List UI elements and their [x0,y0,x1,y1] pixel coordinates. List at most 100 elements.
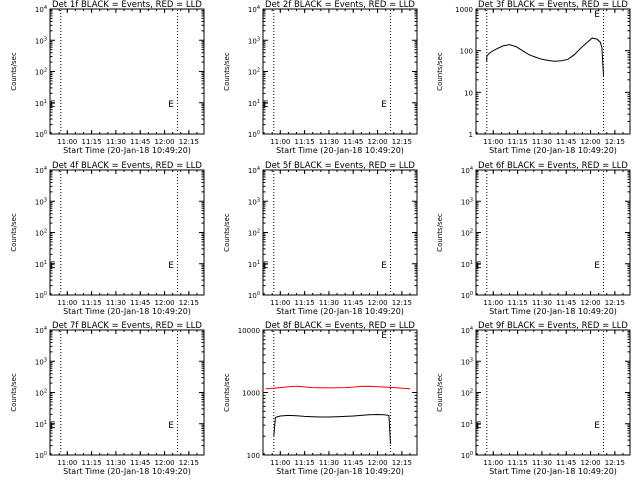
event-marker: E [594,261,600,271]
y-axis-label: Counts/sec [223,373,231,412]
x-axis-label: Start Time (20-Jan-18 10:49:20) [489,467,617,476]
y-tick-label: 102 [35,68,47,77]
event-marker: E [594,10,600,20]
x-tick-label: 11:00 [270,459,290,467]
event-marker: E [381,261,387,271]
x-tick-label: 12:15 [179,299,199,307]
y-axis-label: Counts/sec [10,213,18,252]
panel-title: Det 1f BLACK = Events, RED = LLD [52,0,202,10]
x-tick-label: 12:15 [392,299,412,307]
x-tick-label: 11:15 [82,459,102,467]
y-tick-label: 103 [248,197,260,206]
data-series-line [265,385,411,390]
x-tick-label: 11:45 [556,299,576,307]
x-tick-label: 11:00 [57,459,77,467]
detector-panel: Det 4f BLACK = Events, RED = LLD 100 101 10… [10,161,205,316]
y-tick-label: 100 [461,451,473,460]
y-tick-label: 100 [35,291,47,300]
event-marker: E [381,331,387,341]
x-tick-label: 11:45 [556,459,576,467]
y-axis-label: Counts/sec [436,52,444,91]
detector-panel: Det 1f BLACK = Events, RED = LLD 100 101 10… [10,0,205,155]
detector-panel: Det 8f BLACK = Events, RED = LLD 100 1000 1… [223,321,418,476]
x-axis-label: Start Time (20-Jan-18 10:49:20) [276,307,404,316]
y-tick-label: 104 [35,166,47,175]
y-axis-label: Counts/sec [436,373,444,412]
y-tick-label: 10000 [238,327,260,335]
y-tick-label: 101 [35,420,47,429]
x-tick-label: 12:00 [367,459,387,467]
x-axis-label: Start Time (20-Jan-18 10:49:20) [63,467,191,476]
event-marker: E [594,421,600,431]
x-tick-label: 11:00 [57,138,77,146]
y-axis-label: Counts/sec [10,52,18,91]
x-tick-label: 11:15 [508,138,528,146]
plot-frame [49,169,205,296]
x-tick-label: 12:00 [367,138,387,146]
x-tick-label: 12:00 [154,138,174,146]
y-tick-label: 1 [469,131,473,139]
x-axis-label: Start Time (20-Jan-18 10:49:20) [489,146,617,155]
event-marker: E [168,100,174,110]
x-tick-label: 11:30 [532,459,552,467]
y-tick-label: 100 [35,130,47,139]
x-tick-label: 12:00 [154,299,174,307]
x-tick-label: 11:45 [343,299,363,307]
x-tick-label: 11:30 [532,299,552,307]
x-tick-label: 11:30 [319,138,339,146]
y-tick-label: 101 [35,260,47,269]
x-tick-label: 11:45 [556,138,576,146]
data-series-line [273,413,391,445]
panel-title: Det 6f BLACK = Events, RED = LLD [478,161,628,171]
x-tick-label: 11:15 [295,138,315,146]
detector-panel: Det 9f BLACK = Events, RED = LLD 100 101 10… [436,321,631,476]
y-tick-label: 101 [461,260,473,269]
x-tick-label: 11:00 [270,299,290,307]
x-axis-label: Start Time (20-Jan-18 10:49:20) [489,307,617,316]
event-marker: E [50,100,56,110]
event-marker: E [168,261,174,271]
y-tick-label: 104 [461,166,473,175]
x-tick-label: 11:30 [532,138,552,146]
x-axis-label: Start Time (20-Jan-18 10:49:20) [63,307,191,316]
x-tick-label: 11:00 [483,459,503,467]
y-tick-label: 10 [464,89,473,97]
x-tick-label: 11:15 [295,299,315,307]
y-tick-label: 103 [35,357,47,366]
y-axis-label: Counts/sec [10,373,18,412]
plot-frame [475,329,631,456]
event-marker: E [168,421,174,431]
plot-frame [475,8,631,135]
y-tick-label: 102 [248,229,260,238]
y-tick-label: 102 [461,389,473,398]
x-tick-label: 11:00 [483,138,503,146]
y-tick-label: 104 [35,5,47,14]
y-tick-label: 104 [248,5,260,14]
panel-title: Det 4f BLACK = Events, RED = LLD [52,161,202,171]
x-tick-label: 11:45 [343,459,363,467]
y-tick-label: 1000 [242,390,260,398]
y-tick-label: 102 [248,68,260,77]
y-tick-label: 1000 [455,6,473,14]
x-tick-label: 11:45 [130,299,150,307]
event-marker: E [476,261,482,271]
y-tick-label: 100 [247,452,260,460]
y-tick-label: 101 [35,99,47,108]
detector-panel: Det 7f BLACK = Events, RED = LLD 100 101 10… [10,321,205,476]
y-tick-label: 103 [248,36,260,45]
x-axis-label: Start Time (20-Jan-18 10:49:20) [276,146,404,155]
panel-title: Det 9f BLACK = Events, RED = LLD [478,321,628,331]
detector-panel: Det 2f BLACK = Events, RED = LLD 100 101 10… [223,0,418,155]
y-tick-label: 100 [35,451,47,460]
x-tick-label: 11:00 [270,138,290,146]
y-tick-label: 104 [248,166,260,175]
x-tick-label: 11:30 [106,138,126,146]
panel-title: Det 7f BLACK = Events, RED = LLD [52,321,202,331]
detector-panel: Det 3f BLACK = Events, RED = LLD 1 10 100 10… [436,0,631,155]
detector-panel: Det 5f BLACK = Events, RED = LLD 100 101 10… [223,161,418,316]
event-marker: E [263,261,269,271]
y-tick-label: 102 [35,229,47,238]
x-tick-label: 12:15 [605,459,625,467]
y-tick-label: 102 [35,389,47,398]
